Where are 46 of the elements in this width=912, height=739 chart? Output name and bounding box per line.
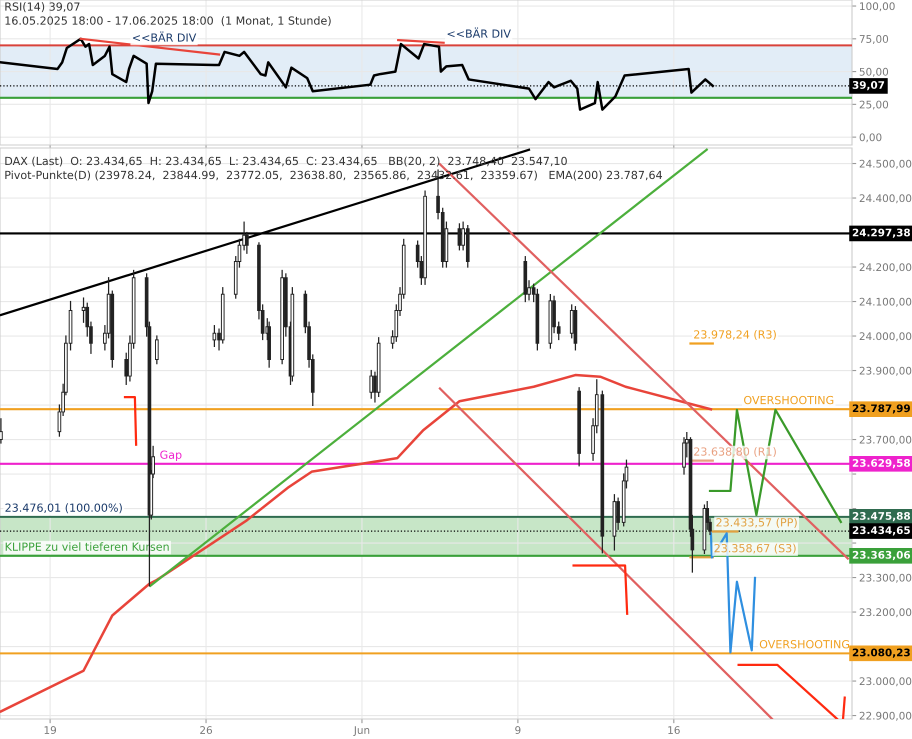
y-tick-label: 23.700,00: [860, 436, 912, 445]
y-tick-label: 50,00: [860, 68, 888, 77]
x-tick-label: 9: [515, 726, 520, 734]
ref-line-label: 24.297,38: [852, 228, 910, 238]
x-tick-label: 26: [200, 726, 212, 734]
annotation: 23.358,67 (S3): [714, 544, 796, 554]
annotation: OVERSHOOTING: [744, 396, 834, 404]
annotation: 23.476,01 (100.00%): [5, 503, 122, 514]
ref-line-label: 23.629,58: [852, 458, 910, 468]
y-tick-label: 24.000,00: [860, 332, 912, 342]
y-tick-label: 25,00: [860, 100, 888, 110]
candlestick: [155, 335, 159, 364]
ref-line-label: 23.434,65: [852, 526, 910, 536]
x-tick-label: 16: [668, 726, 680, 734]
annotation: Gap: [160, 450, 182, 462]
annotation: <<BÄR DIV: [132, 31, 196, 42]
ref-line-label: 39,07: [852, 81, 884, 90]
candlestick: [458, 223, 462, 250]
y-tick-label: 23.900,00: [860, 366, 912, 376]
y-tick-label: 24.400,00: [860, 194, 912, 204]
y-tick-label: 24.500,00: [860, 160, 912, 169]
y-tick-label: 22.900,00: [860, 712, 912, 721]
candlestick: [82, 297, 86, 323]
annotation: 23.433,57 (PP): [716, 518, 797, 528]
ref-line-label: 23.080,23: [852, 648, 910, 658]
ref-line-label: 23.475,88: [852, 512, 910, 522]
candlestick: [245, 232, 249, 254]
annotation: 23.978,24 (R3): [694, 330, 776, 340]
x-tick-label: Jun: [353, 726, 370, 736]
candlestick: [369, 370, 374, 399]
ref-line-label: 23.787,99: [852, 404, 910, 414]
y-tick-label: 23.000,00: [860, 677, 912, 686]
y-tick-label: 100,00: [860, 2, 895, 12]
chart-title: RSI(14) 39,07: [5, 2, 80, 12]
annotation: <<BÄR DIV: [448, 28, 511, 38]
text: 16.05.2025 18:00 - 17.06.2025 18:00 (1 Monat, 1 Stunde): [5, 16, 331, 26]
y-tick-label: 23.200,00: [860, 608, 912, 618]
y-tick-label: 0,00: [860, 133, 882, 142]
y-tick-label: 24.100,00: [860, 298, 912, 307]
annotation: 23.638,80 (R1): [694, 447, 776, 458]
x-tick-label: 19: [44, 726, 56, 734]
annotation: OVERSHOOTING: [760, 640, 850, 648]
y-tick-label: 24.200,00: [860, 263, 912, 272]
y-tick-label: 75,00: [860, 35, 888, 44]
y-tick-label: 23.300,00: [860, 574, 912, 583]
ref-line-label: 23.363,06: [852, 550, 910, 560]
